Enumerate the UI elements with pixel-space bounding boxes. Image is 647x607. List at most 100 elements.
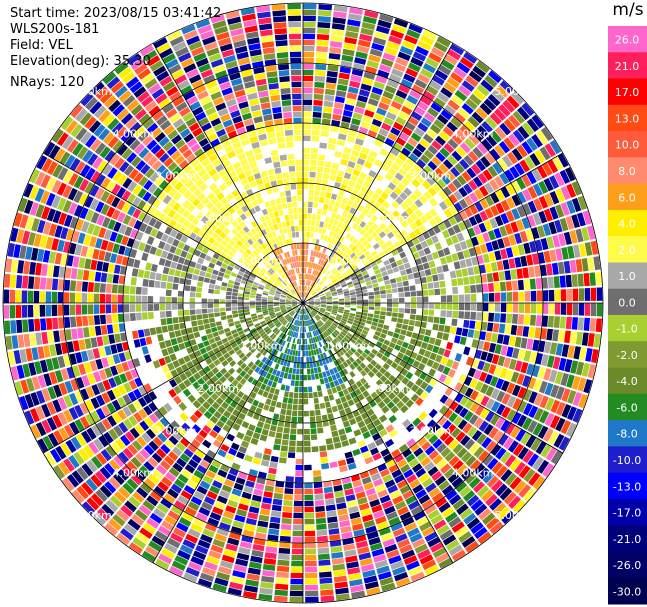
range-gate [273,376,279,383]
range-gate [356,303,363,306]
range-gate [596,303,603,317]
range-gate [384,543,398,553]
range-gate [256,197,264,205]
range-gate [410,384,420,393]
range-gate [386,311,392,317]
range-gate [275,337,281,343]
range-gate [51,291,58,303]
range-gate [112,354,121,364]
range-gate [451,253,459,262]
range-gate [372,282,379,288]
range-gate [326,298,333,301]
range-gate [9,305,16,319]
range-gate [303,344,306,351]
range-gate [473,526,488,540]
range-gate [542,303,549,315]
range-gate [409,338,417,345]
range-gate [236,451,245,460]
range-gate [258,514,270,522]
range-gate [429,123,442,135]
range-gate [549,342,558,355]
range-gate [149,490,162,502]
range-gate [528,326,536,338]
range-gate [372,418,382,427]
range-gate [19,245,27,259]
range-gate [137,269,145,278]
range-gate [58,212,68,226]
range-gate [330,212,337,219]
range-gate [193,372,202,381]
range-gate [545,263,553,276]
range-gate [303,45,315,52]
range-gate [512,443,524,457]
range-gate [317,208,323,215]
range-gate [288,323,293,330]
range-gate [269,424,277,432]
range-gate [470,311,477,320]
range-gate [303,57,315,64]
range-gate [404,303,411,308]
range-gate [84,258,92,270]
range-gate [364,581,379,590]
range-gate [365,525,377,534]
range-gate [310,368,315,374]
range-gate [355,311,362,315]
range-gate [303,291,306,298]
range-gate [500,420,511,432]
range-gate [264,201,271,208]
range-gate [555,188,565,203]
range-gate [303,177,309,184]
range-gate [39,235,48,249]
range-gate [260,502,272,510]
range-gate [381,500,394,510]
range-gate [575,258,583,273]
range-gate [559,275,566,288]
range-gate [365,395,374,403]
range-gate [316,245,321,252]
range-gate [36,390,46,404]
range-gate [205,210,214,219]
range-gate [283,372,289,379]
range-gate [497,506,511,520]
range-gate [205,387,214,396]
range-gate [506,197,516,209]
range-gate [200,265,208,272]
range-gate [190,474,201,485]
range-gate [57,304,64,316]
range-gate [396,137,407,147]
range-gate [304,518,315,525]
range-gate [376,107,387,117]
range-gate [349,261,356,268]
range-gate [404,172,415,182]
range-gate [336,241,342,248]
range-gate [365,264,372,270]
range-gate [322,285,328,290]
range-gate [132,491,145,504]
range-gate [129,248,138,258]
range-gate [499,487,513,501]
range-gate [288,284,293,290]
range-gate [291,289,296,295]
range-gate [291,548,303,555]
range-gate [506,395,517,408]
range-gate [71,230,80,243]
range-gate [236,382,244,390]
range-gate [277,377,283,384]
range-gate [267,534,279,542]
range-gate [143,461,155,472]
range-gate [15,275,23,289]
range-gate [314,301,321,303]
range-gate [228,447,238,456]
range-gate [191,439,201,449]
range-gate [409,193,418,202]
range-gate [214,533,227,543]
range-gate [212,252,220,260]
range-gate [286,409,292,416]
range-gate [490,192,500,204]
range-gate [227,215,235,223]
range-gate [343,273,350,279]
range-gate [196,485,208,495]
range-gate [532,212,542,226]
range-gate [438,502,451,513]
range-gate [578,243,587,257]
